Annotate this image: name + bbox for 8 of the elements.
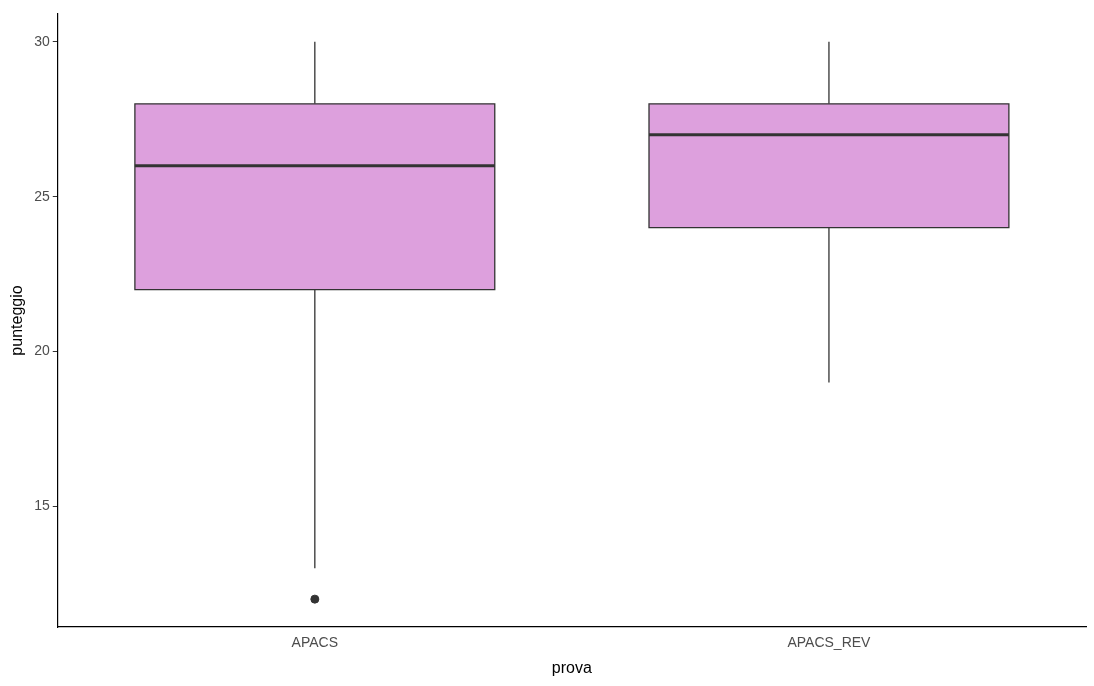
y-axis-title: punteggio xyxy=(8,285,26,356)
y-tick-label: 30 xyxy=(34,32,50,49)
y-tick-label: 15 xyxy=(34,497,50,514)
y-tick-label: 20 xyxy=(34,342,50,359)
y-tick-label: 25 xyxy=(34,187,50,204)
x-tick-label: APACS_REV xyxy=(787,634,872,651)
x-axis-title: prova xyxy=(551,658,592,676)
x-tick-label: APACS xyxy=(291,634,339,651)
